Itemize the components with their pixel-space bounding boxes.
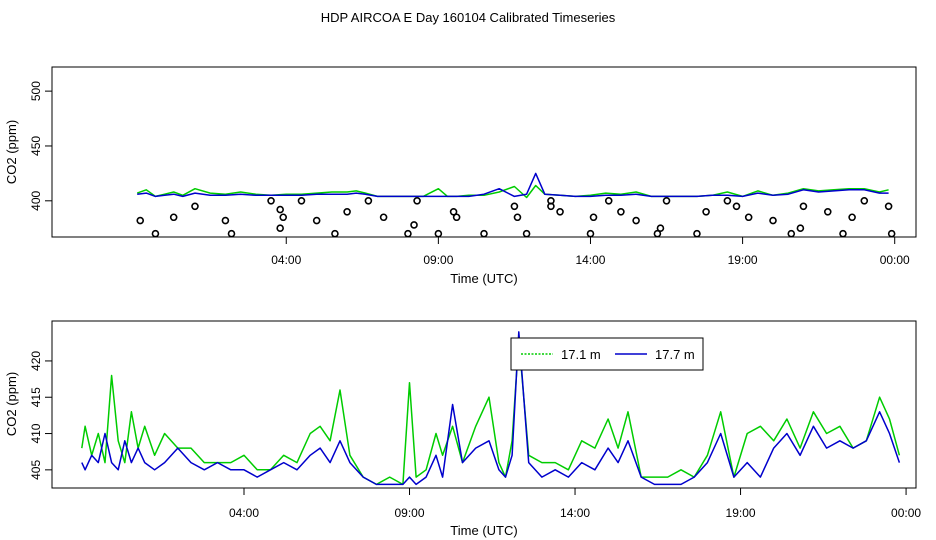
calibration-point <box>693 229 701 238</box>
calibration-point <box>404 229 412 238</box>
legend-label-17-1m: 17.1 m <box>561 347 601 362</box>
top-y-axis-label: CO2 (ppm) <box>4 120 19 184</box>
calibration-point <box>343 207 351 216</box>
calibration-point <box>136 216 145 225</box>
y-tick-label: 415 <box>29 387 43 407</box>
calibration-point <box>279 213 288 222</box>
calibration-point <box>769 216 777 225</box>
calibration-point <box>364 197 373 205</box>
calibration-point <box>267 197 275 205</box>
calibration-point <box>169 213 178 222</box>
calibration-point <box>796 224 805 233</box>
calibration-point <box>662 197 671 205</box>
calibration-point <box>297 197 306 205</box>
legend: 17.1 m 17.7 m <box>510 337 704 371</box>
x-tick-label: 09:00 <box>395 506 425 520</box>
y-tick-label: 450 <box>29 136 43 156</box>
legend-label-17-7m: 17.7 m <box>655 347 695 362</box>
y-tick-label: 420 <box>29 351 43 371</box>
calibration-point <box>656 224 665 233</box>
bottom-y-axis: 405 410 415 420 <box>29 351 52 480</box>
top-y-axis: 400 450 500 <box>29 81 52 211</box>
calibration-point <box>452 213 461 222</box>
calibration-point <box>823 207 832 216</box>
top-panel: 04:00 09:00 14:00 19:00 00:00 400 450 500 Time… <box>4 66 917 286</box>
calibration-point <box>434 229 443 238</box>
bottom-x-axis-label: Time (UTC) <box>450 523 517 538</box>
calibration-point <box>887 229 896 238</box>
bottom-y-axis-label: CO2 (ppm) <box>4 372 19 436</box>
series-line-17-1-m <box>81 338 901 486</box>
calibration-point <box>522 229 531 238</box>
x-tick-label: 09:00 <box>423 253 453 267</box>
calibration-point <box>276 224 284 233</box>
calibration-point <box>449 207 458 216</box>
calibration-point <box>227 229 236 238</box>
calibration-point <box>884 202 893 211</box>
x-tick-label: 00:00 <box>891 506 921 520</box>
calibration-point <box>732 202 741 211</box>
calibration-point <box>413 197 421 205</box>
calibration-point <box>312 216 321 225</box>
calibration-point <box>556 207 564 216</box>
calibration-point <box>860 197 869 205</box>
calibration-point <box>848 213 856 222</box>
calibration-point <box>653 229 662 238</box>
calibration-point <box>547 197 555 205</box>
x-tick-label: 19:00 <box>728 253 758 267</box>
calibration-point <box>839 229 847 238</box>
calibration-point <box>604 197 613 205</box>
y-tick-label: 400 <box>29 190 43 210</box>
bottom-series-layer <box>81 331 901 486</box>
top-series-layer <box>136 172 896 238</box>
calibration-point <box>191 202 199 211</box>
x-tick-label: 14:00 <box>560 506 590 520</box>
calibration-point <box>410 221 418 229</box>
calibration-point <box>331 229 339 238</box>
calibration-point <box>799 202 808 211</box>
y-tick-label: 500 <box>29 81 43 101</box>
calibration-point <box>723 197 732 205</box>
top-x-axis: 04:00 09:00 14:00 19:00 00:00 <box>271 237 910 267</box>
x-tick-label: 04:00 <box>271 253 301 267</box>
x-tick-label: 19:00 <box>726 506 756 520</box>
calibration-point <box>589 213 598 222</box>
calibration-point <box>617 207 625 216</box>
y-tick-label: 405 <box>29 460 43 480</box>
calibration-point <box>276 205 284 214</box>
bottom-x-axis: 04:00 09:00 14:00 19:00 00:00 <box>229 488 921 520</box>
series-line-17-7-m <box>137 172 889 198</box>
calibration-point <box>480 229 488 238</box>
calibration-point <box>702 207 710 216</box>
calibration-point <box>586 229 595 238</box>
calibration-point <box>151 229 160 238</box>
bottom-panel: 04:00 09:00 14:00 19:00 00:00 405 410 415 420 T… <box>4 320 921 538</box>
calibration-point <box>379 213 388 222</box>
top-plot-frame <box>51 66 917 238</box>
x-tick-label: 04:00 <box>229 506 259 520</box>
chart-title: HDP AIRCOA E Day 160104 Calibrated Times… <box>321 10 616 25</box>
series-line-17-7-m <box>81 331 901 486</box>
bottom-plot-frame <box>51 320 917 489</box>
top-x-axis-label: Time (UTC) <box>450 271 517 286</box>
x-tick-label: 14:00 <box>575 253 605 267</box>
calibration-point <box>510 202 519 211</box>
x-tick-label: 00:00 <box>880 253 910 267</box>
calibration-point <box>787 229 796 238</box>
calibration-point <box>221 216 230 225</box>
series-line-17-1-m <box>136 184 889 199</box>
y-tick-label: 410 <box>29 423 43 443</box>
calibration-point <box>744 213 753 222</box>
calibration-point <box>632 216 640 225</box>
calibration-point <box>513 213 522 222</box>
